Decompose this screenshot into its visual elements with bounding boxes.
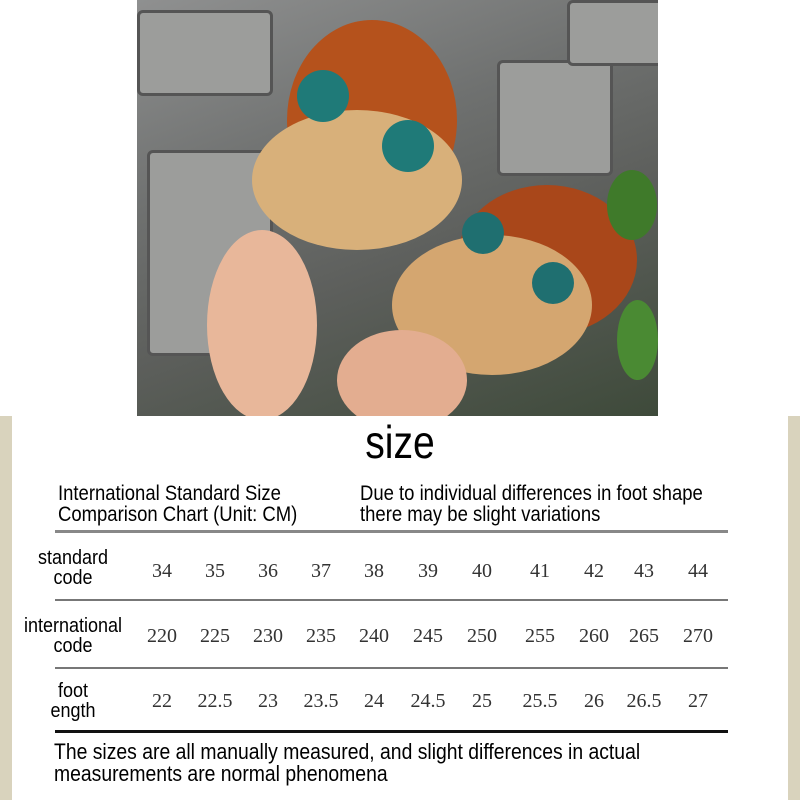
table-cell: 220 xyxy=(147,625,177,647)
row-label: international code xyxy=(7,616,138,656)
table-cell: 260 xyxy=(579,625,609,647)
note-line: Due to individual differences in foot sh… xyxy=(360,482,703,505)
table-cell: 27 xyxy=(688,690,708,712)
table-cell: 38 xyxy=(364,560,384,582)
size-chart-panel xyxy=(0,416,800,800)
table-cell: 40 xyxy=(472,560,492,582)
table-cell: 23.5 xyxy=(303,690,339,712)
table-cell: 255 xyxy=(525,625,555,647)
table-cell: 26 xyxy=(584,690,604,712)
table-cell: 25 xyxy=(472,690,492,712)
table-cell: 245 xyxy=(413,625,443,647)
table-cell: 39 xyxy=(418,560,438,582)
divider xyxy=(55,530,728,533)
table-cell: 44 xyxy=(688,560,708,582)
caption-line: Comparison Chart (Unit: CM) xyxy=(58,503,298,526)
table-cell: 235 xyxy=(306,625,336,647)
row-label: foot ength xyxy=(7,681,138,721)
table-cell: 250 xyxy=(467,625,497,647)
chart-caption: International Standard Size Comparison C… xyxy=(58,483,297,525)
divider xyxy=(55,667,728,669)
caption-line: International Standard Size xyxy=(58,482,281,505)
table-cell: 23 xyxy=(258,690,278,712)
table-cell: 230 xyxy=(253,625,283,647)
divider xyxy=(55,599,728,601)
row-label-line: foot xyxy=(57,680,89,702)
product-photo xyxy=(137,0,658,416)
table-cell: 22 xyxy=(152,690,172,712)
table-cell: 22.5 xyxy=(197,690,233,712)
table-cell: 26.5 xyxy=(626,690,662,712)
footer-line: The sizes are all manually measured, and… xyxy=(54,739,641,764)
table-cell: 35 xyxy=(205,560,225,582)
table-cell: 25.5 xyxy=(522,690,558,712)
table-cell: 42 xyxy=(584,560,604,582)
table-cell: 34 xyxy=(152,560,172,582)
row-label-line: code xyxy=(53,635,93,657)
variation-note: Due to individual differences in foot sh… xyxy=(360,483,703,525)
table-cell: 265 xyxy=(629,625,659,647)
row-label-line: international xyxy=(23,615,123,637)
table-cell: 36 xyxy=(258,560,278,582)
divider xyxy=(55,730,728,733)
row-label-line: standard xyxy=(37,547,109,569)
footer-note: The sizes are all manually measured, and… xyxy=(54,741,640,785)
table-cell: 24 xyxy=(364,690,384,712)
table-cell: 24.5 xyxy=(410,690,446,712)
table-cell: 43 xyxy=(634,560,654,582)
size-title: size xyxy=(365,416,435,468)
table-cell: 41 xyxy=(530,560,550,582)
row-label: standard code xyxy=(7,548,138,588)
footer-line: measurements are normal phenomena xyxy=(54,761,388,786)
table-cell: 37 xyxy=(311,560,331,582)
table-cell: 240 xyxy=(359,625,389,647)
row-label-line: ength xyxy=(50,700,96,722)
table-cell: 225 xyxy=(200,625,230,647)
row-label-line: code xyxy=(53,567,93,589)
note-line: there may be slight variations xyxy=(360,503,601,526)
table-cell: 270 xyxy=(683,625,713,647)
